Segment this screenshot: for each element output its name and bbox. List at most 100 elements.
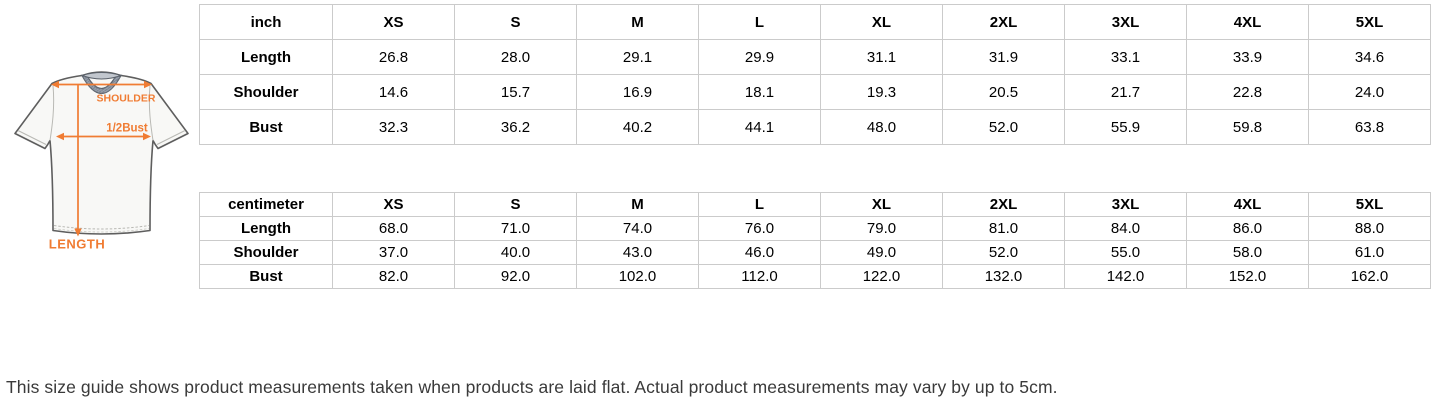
size-table-centimeter: centimeter XS S M L XL 2XL 3XL 4XL 5XL Length 68.0… xyxy=(199,192,1431,289)
size-column-header: S xyxy=(454,192,577,217)
size-column-header: XL xyxy=(820,4,943,40)
row-label-cell: Length xyxy=(199,216,333,241)
size-column-header: 5XL xyxy=(1308,192,1431,217)
shoulder-label: SHOULDER xyxy=(97,93,156,105)
measurement-value-cell: 81.0 xyxy=(942,216,1065,241)
measurement-value-cell: 40.0 xyxy=(454,240,577,265)
unit-header-cell: centimeter xyxy=(199,192,333,217)
size-tables-area: inch XS S M L XL 2XL 3XL 4XL 5XL Length 26.8 28.0 29… xyxy=(199,0,1431,300)
measurement-value-cell: 76.0 xyxy=(698,216,821,241)
size-column-header: L xyxy=(698,192,821,217)
measurement-value-cell: 55.9 xyxy=(1064,109,1187,145)
size-column-header: 3XL xyxy=(1064,192,1187,217)
measurement-value-cell: 102.0 xyxy=(576,264,699,289)
measurement-value-cell: 18.1 xyxy=(698,74,821,110)
size-column-header: 3XL xyxy=(1064,4,1187,40)
measurement-value-cell: 86.0 xyxy=(1186,216,1309,241)
measurement-value-cell: 28.0 xyxy=(454,39,577,75)
measurement-value-cell: 24.0 xyxy=(1308,74,1431,110)
measurement-value-cell: 33.9 xyxy=(1186,39,1309,75)
bust-arrow xyxy=(56,132,151,141)
measurement-value-cell: 74.0 xyxy=(576,216,699,241)
measurement-value-cell: 68.0 xyxy=(332,216,455,241)
size-column-header: M xyxy=(576,192,699,217)
measurement-value-cell: 20.5 xyxy=(942,74,1065,110)
tshirt-measurement-diagram: SHOULDER 1/2Bust LENGTH xyxy=(5,66,195,254)
measurement-value-cell: 52.0 xyxy=(942,109,1065,145)
measurement-value-cell: 61.0 xyxy=(1308,240,1431,265)
measurement-value-cell: 49.0 xyxy=(820,240,943,265)
measurement-value-cell: 82.0 xyxy=(332,264,455,289)
size-column-header: M xyxy=(576,4,699,40)
measurement-value-cell: 122.0 xyxy=(820,264,943,289)
measurement-value-cell: 46.0 xyxy=(698,240,821,265)
measurement-value-cell: 71.0 xyxy=(454,216,577,241)
size-column-header: XL xyxy=(820,192,943,217)
size-column-header: 4XL xyxy=(1186,192,1309,217)
measurement-value-cell: 132.0 xyxy=(942,264,1065,289)
measurement-value-cell: 34.6 xyxy=(1308,39,1431,75)
measurement-value-cell: 14.6 xyxy=(332,74,455,110)
measurement-value-cell: 29.1 xyxy=(576,39,699,75)
size-column-header: L xyxy=(698,4,821,40)
measurement-value-cell: 88.0 xyxy=(1308,216,1431,241)
measurement-value-cell: 19.3 xyxy=(820,74,943,110)
measurement-value-cell: 79.0 xyxy=(820,216,943,241)
measurement-value-cell: 22.8 xyxy=(1186,74,1309,110)
measurement-value-cell: 37.0 xyxy=(332,240,455,265)
measurement-row: Length 26.8 28.0 29.1 29.9 31.1 31.9 33.1 33.9 34… xyxy=(199,39,1431,75)
measurement-row: Bust 32.3 36.2 40.2 44.1 48.0 52.0 55.9 59.8 63.8 xyxy=(199,109,1431,145)
measurement-value-cell: 33.1 xyxy=(1064,39,1187,75)
row-label-cell: Bust xyxy=(199,264,333,289)
measurement-value-cell: 142.0 xyxy=(1064,264,1187,289)
inch-table-container: inch XS S M L XL 2XL 3XL 4XL 5XL Length 26.8 28.0 29… xyxy=(199,4,1431,145)
measurement-value-cell: 43.0 xyxy=(576,240,699,265)
size-column-header: 4XL xyxy=(1186,4,1309,40)
row-label-cell: Shoulder xyxy=(199,240,333,265)
measurement-value-cell: 40.2 xyxy=(576,109,699,145)
measurement-value-cell: 31.1 xyxy=(820,39,943,75)
measurement-value-cell: 31.9 xyxy=(942,39,1065,75)
measurement-value-cell: 52.0 xyxy=(942,240,1065,265)
measurement-value-cell: 21.7 xyxy=(1064,74,1187,110)
measurement-value-cell: 26.8 xyxy=(332,39,455,75)
centimeter-table-container: centimeter XS S M L XL 2XL 3XL 4XL 5XL Length 68.0… xyxy=(199,192,1431,289)
measurement-value-cell: 59.8 xyxy=(1186,109,1309,145)
unit-header-cell: inch xyxy=(199,4,333,40)
size-column-header: 5XL xyxy=(1308,4,1431,40)
tshirt-diagram-image: SHOULDER 1/2Bust LENGTH xyxy=(14,71,189,252)
size-column-header: XS xyxy=(332,4,455,40)
measurement-value-cell: 58.0 xyxy=(1186,240,1309,265)
length-label: LENGTH xyxy=(49,237,105,252)
measurement-value-cell: 36.2 xyxy=(454,109,577,145)
row-label-cell: Shoulder xyxy=(199,74,333,110)
measurement-value-cell: 162.0 xyxy=(1308,264,1431,289)
measurement-value-cell: 48.0 xyxy=(820,109,943,145)
measurement-value-cell: 92.0 xyxy=(454,264,577,289)
length-arrow xyxy=(74,84,82,237)
size-table-inch: inch XS S M L XL 2XL 3XL 4XL 5XL Length 26.8 28.0 29… xyxy=(199,4,1431,145)
measurement-value-cell: 152.0 xyxy=(1186,264,1309,289)
measurement-row: Bust 82.0 92.0 102.0 112.0 122.0 132.0 142.0 152… xyxy=(199,264,1431,289)
size-column-header: XS xyxy=(332,192,455,217)
header-row: inch XS S M L XL 2XL 3XL 4XL 5XL xyxy=(199,4,1431,40)
size-column-header: 2XL xyxy=(942,192,1065,217)
header-row: centimeter XS S M L XL 2XL 3XL 4XL 5XL xyxy=(199,192,1431,217)
measurement-value-cell: 112.0 xyxy=(698,264,821,289)
measurement-value-cell: 44.1 xyxy=(698,109,821,145)
measurement-row: Shoulder 37.0 40.0 43.0 46.0 49.0 52.0 55.0 58.0… xyxy=(199,240,1431,265)
measurement-value-cell: 84.0 xyxy=(1064,216,1187,241)
measurement-value-cell: 29.9 xyxy=(698,39,821,75)
measurement-value-cell: 55.0 xyxy=(1064,240,1187,265)
measurement-row: Length 68.0 71.0 74.0 76.0 79.0 81.0 84.0 86.0 88… xyxy=(199,216,1431,241)
row-label-cell: Bust xyxy=(199,109,333,145)
size-column-header: 2XL xyxy=(942,4,1065,40)
shoulder-arrow xyxy=(51,80,152,89)
measurement-value-cell: 16.9 xyxy=(576,74,699,110)
bust-label: 1/2Bust xyxy=(106,123,148,135)
measurement-value-cell: 32.3 xyxy=(332,109,455,145)
size-guide-note: This size guide shows product measuremen… xyxy=(6,377,1058,397)
size-column-header: S xyxy=(454,4,577,40)
measurement-row: Shoulder 14.6 15.7 16.9 18.1 19.3 20.5 21.7 22.8… xyxy=(199,74,1431,110)
